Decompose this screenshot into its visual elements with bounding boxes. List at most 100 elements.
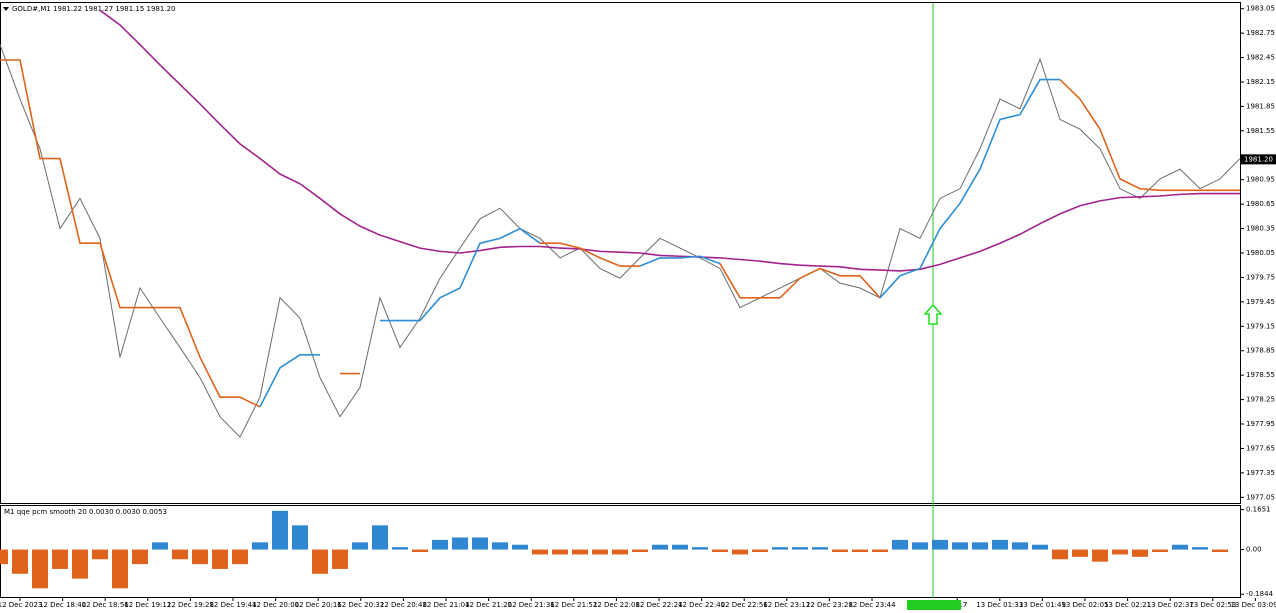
histogram-bar xyxy=(1212,549,1228,552)
symbol-header: GOLD#,M1 1981.22 1981.27 1981.15 1981.20 xyxy=(12,5,176,13)
histogram-bar xyxy=(752,549,768,552)
histogram-bar xyxy=(92,549,108,560)
histogram-bar xyxy=(1012,542,1028,550)
x-tick-label: 12 Dec 2023 xyxy=(0,601,42,609)
y-tick-label: 1981.85 xyxy=(1246,102,1275,110)
histogram-bar xyxy=(152,542,168,550)
histogram-bar xyxy=(912,542,928,550)
histogram-bar xyxy=(132,549,148,565)
y-tick-label: 1977.35 xyxy=(1246,469,1275,477)
crosshair-time-box xyxy=(907,600,961,610)
histogram-bar xyxy=(972,542,988,550)
histogram-bar xyxy=(632,549,648,552)
y-tick-label: 1977.65 xyxy=(1246,444,1275,452)
x-tick-label: 12 Dec 19:12 xyxy=(124,601,171,609)
y-tick-label: 1981.55 xyxy=(1246,127,1275,135)
plot-layer: 1981.20 1983.05 1982.75 1982.45 1982.15 1981.… xyxy=(0,5,1276,610)
x-tick-label: 12 Dec 20:16 xyxy=(295,601,343,609)
histogram-bar xyxy=(552,549,568,555)
current-price-label: 1981.20 xyxy=(1244,155,1273,163)
histogram-bar xyxy=(272,510,288,550)
histogram-bar xyxy=(572,549,588,555)
histogram-bar xyxy=(412,549,428,552)
x-tick-label: 12 Dec 20:32 xyxy=(337,601,384,609)
histogram-bar xyxy=(1192,547,1208,550)
x-tick-label: 13 Dec 03:09 xyxy=(1230,601,1276,609)
x-tick-label: 12 Dec 19:44 xyxy=(209,601,257,609)
histogram-bar xyxy=(292,525,308,550)
x-tick-label: 13 Dec 01:49 xyxy=(1019,601,1066,609)
y-tick-label: 1978.25 xyxy=(1246,396,1275,404)
x-tick-label: 12 Dec 22:08 xyxy=(593,601,640,609)
x-tick-label: 13 Dec 02:21 xyxy=(1104,601,1151,609)
histogram-bar xyxy=(392,547,408,550)
histogram-bar xyxy=(612,549,628,555)
histogram-bar xyxy=(72,549,88,579)
y-tick-label: 0.1651 xyxy=(1246,506,1271,514)
histogram-bar xyxy=(1032,544,1048,550)
y-tick-label: 1980.95 xyxy=(1246,176,1275,184)
histogram-bar xyxy=(32,549,48,589)
y-tick-label: 1982.15 xyxy=(1246,78,1275,86)
histogram-bar xyxy=(432,539,448,550)
histogram-bar xyxy=(452,537,468,550)
histogram-bar xyxy=(172,549,188,560)
histogram-bar xyxy=(592,549,608,555)
y-tick-label: 1982.75 xyxy=(1246,29,1275,37)
histogram-bar xyxy=(712,549,728,552)
x-tick-label: 12 Dec 21:52 xyxy=(550,601,597,609)
x-tick-label: 12 Dec 19:28 xyxy=(167,601,214,609)
x-tick-label: 12 Dec 23:28 xyxy=(806,601,853,609)
y-tick-label: 1980.65 xyxy=(1246,200,1275,208)
x-tick-label: 12 Dec 22:40 xyxy=(678,601,725,609)
y-tick-label: 1983.05 xyxy=(1246,5,1275,13)
x-tick-label: 12 Dec 23:12 xyxy=(763,601,810,609)
histogram-bar xyxy=(1052,549,1068,560)
x-tick-label: 13 Dec 02:53 xyxy=(1189,601,1236,609)
histogram-bar xyxy=(52,549,68,569)
x-tick-label: 13 Dec 02:05 xyxy=(1061,601,1108,609)
histogram-bar xyxy=(0,549,8,565)
indicator-title: M1 qqe pcm smooth 20 0.0030 0.0030 0.005… xyxy=(4,508,167,516)
x-tick-label: 12 Dec 21:20 xyxy=(465,601,512,609)
histogram-bar xyxy=(732,549,748,555)
x-tick-label: 13 Dec 02:37 xyxy=(1147,601,1194,609)
y-tick-label: 1978.55 xyxy=(1246,371,1275,379)
y-tick-label: 1979.75 xyxy=(1246,273,1275,281)
x-tick-label: 12 Dec 18:40 xyxy=(39,601,86,609)
histogram-bar xyxy=(992,539,1008,550)
histogram-bar xyxy=(772,547,788,550)
histogram-bar xyxy=(352,542,368,550)
y-tick-label: 1980.35 xyxy=(1246,225,1275,233)
histogram-bar xyxy=(1092,549,1108,562)
x-tick-label: 12 Dec 18:56 xyxy=(82,601,130,609)
histogram-bar xyxy=(1112,549,1128,555)
histogram-bar xyxy=(832,549,848,552)
histogram-bar xyxy=(12,549,28,574)
histogram-bar xyxy=(332,549,348,569)
y-tick-label: 1977.05 xyxy=(1246,493,1275,501)
histogram-bar xyxy=(692,547,708,550)
y-tick-label: 1977.95 xyxy=(1246,420,1275,428)
y-tick-label: 1978.85 xyxy=(1246,347,1275,355)
histogram-bar xyxy=(952,542,968,550)
histogram-bar xyxy=(192,549,208,565)
histogram-bar xyxy=(532,549,548,555)
series-line xyxy=(0,44,1241,438)
histogram-bar xyxy=(892,539,908,550)
histogram-bar xyxy=(1072,549,1088,557)
series-line xyxy=(0,59,1240,408)
menu-arrow[interactable] xyxy=(3,7,9,11)
x-tick-label: 12 Dec 20:48 xyxy=(380,601,427,609)
current-price-box xyxy=(1241,154,1276,165)
histogram-bar xyxy=(212,549,228,569)
histogram-bar xyxy=(252,542,268,550)
x-tick-label: 12 Dec 22:56 xyxy=(721,601,769,609)
histogram-bar xyxy=(852,549,868,552)
y-tick-label: 0.00 xyxy=(1246,546,1262,554)
histogram-bar xyxy=(792,547,808,550)
y-tick-label: 1979.15 xyxy=(1246,322,1275,330)
x-tick-label: 12 Dec 22:24 xyxy=(635,601,683,609)
